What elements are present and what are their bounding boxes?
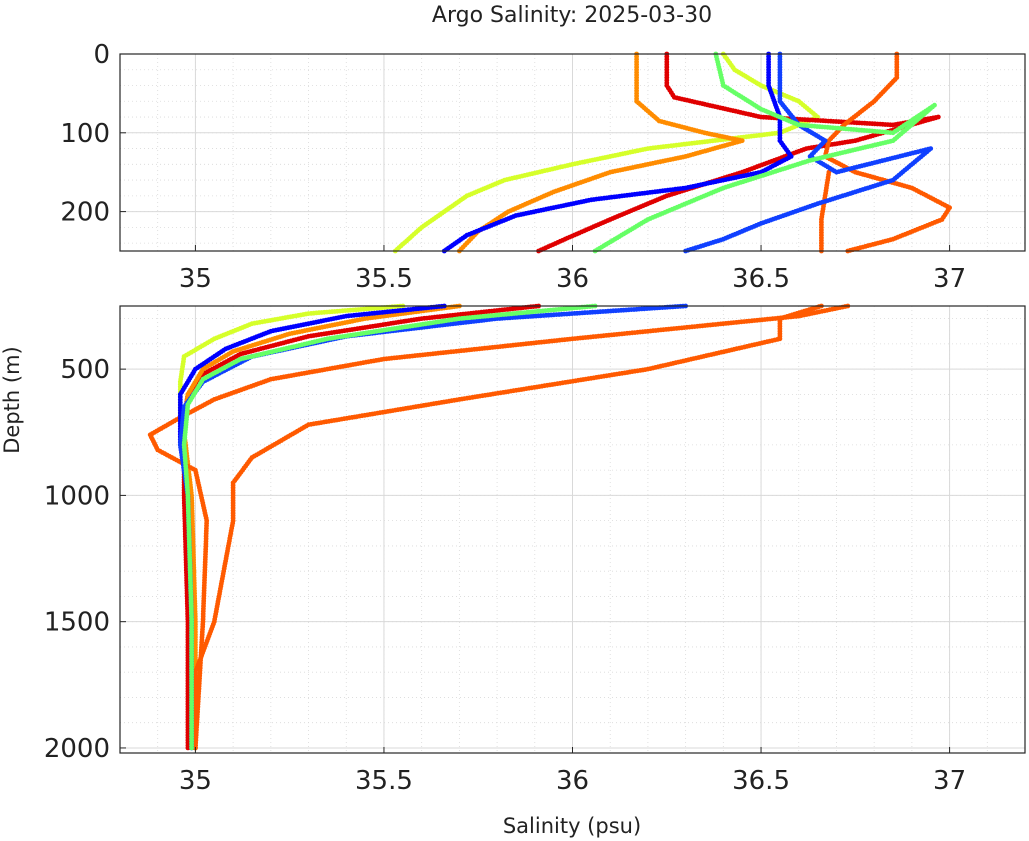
x-tick-label: 37 [933,766,966,796]
y-tick-label: 0 [93,40,110,70]
y-tick-label: 100 [60,119,110,149]
chart-title: Argo Salinity: 2025-03-30 [432,3,712,28]
lower-panel: 35 35.5 36 36.5 37 500 1000 1500 2000 [44,303,1026,796]
x-tick-label: 36.5 [732,264,790,294]
series-dark_orange [193,303,824,751]
y-axis-title: Depth (m) [0,346,24,453]
x-tick-label: 35.5 [355,264,413,294]
upper-panel: 35 35.5 36 36.5 37 0 100 200 [60,40,1026,294]
y-tick-label: 200 [60,198,110,228]
x-tick-label: 36 [556,766,589,796]
data-point [185,745,191,751]
x-axis-title: Salinity (psu) [503,814,641,838]
x-tick-label: 35.5 [355,766,413,796]
y-tick-label: 2000 [44,734,110,764]
x-tick-label: 35 [179,264,212,294]
series-orange [457,51,745,254]
x-tick-label: 37 [933,264,966,294]
series-green [592,51,937,254]
series-green [181,303,598,751]
y-tick-label: 1500 [44,608,110,638]
data-point [189,745,195,751]
series-dark_orange [822,51,952,254]
x-tick-label: 36 [556,264,589,294]
y-tick-label: 500 [60,355,110,385]
x-tick-label: 36.5 [732,766,790,796]
series-blue [441,51,794,254]
x-tick-label: 35 [179,766,212,796]
y-tick-label: 1000 [44,481,110,511]
